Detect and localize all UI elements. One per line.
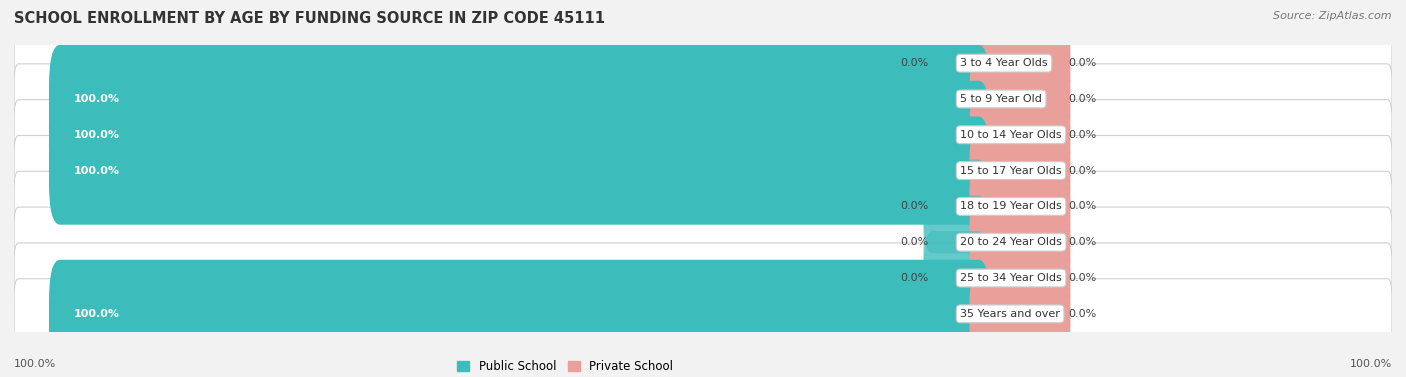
- FancyBboxPatch shape: [969, 54, 1070, 144]
- Text: 35 Years and over: 35 Years and over: [960, 309, 1060, 319]
- Text: 25 to 34 Year Olds: 25 to 34 Year Olds: [960, 273, 1062, 283]
- Text: 20 to 24 Year Olds: 20 to 24 Year Olds: [960, 237, 1062, 247]
- Text: 0.0%: 0.0%: [900, 273, 928, 283]
- Text: 100.0%: 100.0%: [73, 130, 120, 140]
- Text: 0.0%: 0.0%: [1069, 201, 1097, 211]
- Legend: Public School, Private School: Public School, Private School: [453, 355, 678, 377]
- Text: 100.0%: 100.0%: [73, 166, 120, 176]
- Text: 5 to 9 Year Old: 5 to 9 Year Old: [960, 94, 1042, 104]
- FancyBboxPatch shape: [14, 243, 1392, 313]
- Text: 0.0%: 0.0%: [1069, 273, 1097, 283]
- FancyBboxPatch shape: [969, 233, 1070, 323]
- FancyBboxPatch shape: [969, 161, 1070, 251]
- FancyBboxPatch shape: [14, 135, 1392, 206]
- FancyBboxPatch shape: [969, 18, 1070, 108]
- FancyBboxPatch shape: [14, 100, 1392, 170]
- FancyBboxPatch shape: [49, 45, 990, 153]
- Text: 0.0%: 0.0%: [900, 237, 928, 247]
- Text: SCHOOL ENROLLMENT BY AGE BY FUNDING SOURCE IN ZIP CODE 45111: SCHOOL ENROLLMENT BY AGE BY FUNDING SOUR…: [14, 11, 605, 26]
- Text: 100.0%: 100.0%: [1350, 359, 1392, 369]
- Text: 0.0%: 0.0%: [1069, 130, 1097, 140]
- FancyBboxPatch shape: [14, 28, 1392, 98]
- FancyBboxPatch shape: [14, 64, 1392, 134]
- FancyBboxPatch shape: [969, 197, 1070, 287]
- Text: 10 to 14 Year Olds: 10 to 14 Year Olds: [960, 130, 1062, 140]
- FancyBboxPatch shape: [969, 269, 1070, 359]
- FancyBboxPatch shape: [14, 207, 1392, 277]
- FancyBboxPatch shape: [924, 195, 988, 289]
- FancyBboxPatch shape: [49, 260, 990, 368]
- FancyBboxPatch shape: [924, 159, 988, 253]
- Text: 0.0%: 0.0%: [900, 201, 928, 211]
- FancyBboxPatch shape: [49, 116, 990, 225]
- FancyBboxPatch shape: [924, 231, 988, 325]
- FancyBboxPatch shape: [924, 16, 988, 110]
- FancyBboxPatch shape: [14, 279, 1392, 349]
- FancyBboxPatch shape: [969, 126, 1070, 216]
- Text: 0.0%: 0.0%: [1069, 237, 1097, 247]
- Text: 0.0%: 0.0%: [1069, 58, 1097, 68]
- Text: 0.0%: 0.0%: [1069, 94, 1097, 104]
- FancyBboxPatch shape: [49, 81, 990, 189]
- Text: 3 to 4 Year Olds: 3 to 4 Year Olds: [960, 58, 1047, 68]
- Text: Source: ZipAtlas.com: Source: ZipAtlas.com: [1274, 11, 1392, 21]
- Text: 15 to 17 Year Olds: 15 to 17 Year Olds: [960, 166, 1062, 176]
- Text: 100.0%: 100.0%: [73, 94, 120, 104]
- Text: 0.0%: 0.0%: [900, 58, 928, 68]
- FancyBboxPatch shape: [969, 90, 1070, 180]
- Text: 0.0%: 0.0%: [1069, 309, 1097, 319]
- FancyBboxPatch shape: [14, 171, 1392, 242]
- Text: 0.0%: 0.0%: [1069, 166, 1097, 176]
- Text: 18 to 19 Year Olds: 18 to 19 Year Olds: [960, 201, 1062, 211]
- Text: 100.0%: 100.0%: [14, 359, 56, 369]
- Text: 100.0%: 100.0%: [73, 309, 120, 319]
